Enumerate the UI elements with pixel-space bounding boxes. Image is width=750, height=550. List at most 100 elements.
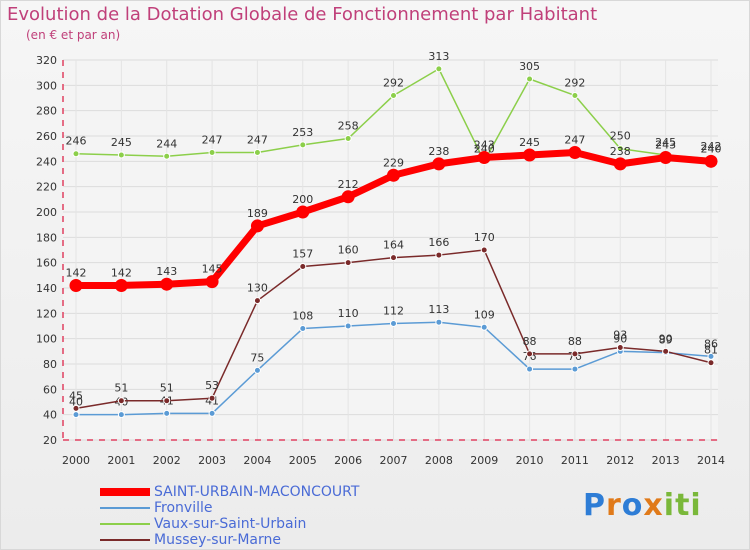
data-label-saint-urbain-maconcourt: 143 bbox=[156, 265, 177, 278]
x-tick-label: 2005 bbox=[289, 454, 317, 467]
data-point-vaux-sur-saint-urbain bbox=[117, 151, 125, 159]
data-point-vaux-sur-saint-urbain bbox=[435, 65, 443, 73]
y-tick-label: 240 bbox=[36, 155, 57, 168]
y-tick-label: 120 bbox=[36, 307, 57, 320]
data-label-vaux-sur-saint-urbain: 246 bbox=[66, 135, 87, 148]
legend-item-fronville: Fronville bbox=[100, 500, 359, 516]
x-tick-label: 2014 bbox=[697, 454, 725, 467]
data-label-fronville: 89 bbox=[659, 334, 673, 347]
data-point-mussey-sur-marne bbox=[117, 397, 125, 405]
data-label-saint-urbain-maconcourt: 229 bbox=[383, 156, 404, 169]
x-tick-label: 2001 bbox=[107, 454, 135, 467]
y-tick-label: 300 bbox=[36, 79, 57, 92]
data-point-saint-urbain-maconcourt bbox=[387, 168, 400, 182]
y-tick-label: 320 bbox=[36, 54, 57, 67]
data-label-vaux-sur-saint-urbain: 258 bbox=[338, 120, 359, 133]
data-point-mussey-sur-marne bbox=[662, 347, 670, 355]
data-point-mussey-sur-marne bbox=[253, 297, 261, 305]
logo-letter: x bbox=[643, 488, 664, 523]
logo-letter: P bbox=[583, 488, 606, 523]
y-tick-label: 100 bbox=[36, 333, 57, 346]
x-tick-label: 2003 bbox=[198, 454, 226, 467]
data-point-saint-urbain-maconcourt bbox=[341, 190, 355, 204]
legend-swatch-mussey bbox=[100, 539, 150, 541]
logo-letter: r bbox=[606, 488, 622, 523]
data-label-mussey-sur-marne: 166 bbox=[428, 236, 449, 249]
data-label-saint-urbain-maconcourt: 243 bbox=[655, 139, 676, 152]
data-label-vaux-sur-saint-urbain: 292 bbox=[564, 76, 585, 89]
data-point-vaux-sur-saint-urbain bbox=[299, 141, 307, 149]
x-tick-label: 2007 bbox=[380, 454, 408, 467]
data-label-vaux-sur-saint-urbain: 247 bbox=[247, 133, 268, 146]
data-point-fronville bbox=[163, 409, 171, 417]
y-tick-label: 260 bbox=[36, 130, 57, 143]
data-label-fronville: 40 bbox=[69, 396, 83, 409]
data-label-saint-urbain-maconcourt: 240 bbox=[701, 142, 722, 155]
data-label-mussey-sur-marne: 170 bbox=[474, 231, 495, 244]
data-point-saint-urbain-maconcourt bbox=[659, 151, 673, 165]
legend-swatch-saint-urbain bbox=[100, 488, 150, 496]
data-point-fronville bbox=[208, 409, 216, 417]
data-label-saint-urbain-maconcourt: 142 bbox=[66, 266, 87, 279]
data-point-mussey-sur-marne bbox=[390, 254, 397, 262]
data-label-mussey-sur-marne: 51 bbox=[160, 382, 174, 395]
data-point-saint-urbain-maconcourt bbox=[568, 145, 582, 159]
data-point-saint-urbain-maconcourt bbox=[69, 278, 83, 292]
data-point-fronville bbox=[390, 319, 397, 327]
data-label-vaux-sur-saint-urbain: 244 bbox=[156, 137, 177, 150]
x-tick-label: 2013 bbox=[652, 454, 680, 467]
data-label-saint-urbain-maconcourt: 238 bbox=[610, 145, 631, 158]
data-label-saint-urbain-maconcourt: 245 bbox=[519, 136, 540, 149]
data-point-mussey-sur-marne bbox=[163, 397, 171, 405]
y-tick-label: 80 bbox=[43, 358, 57, 371]
y-tick-label: 60 bbox=[43, 383, 57, 396]
x-tick-label: 2008 bbox=[425, 454, 453, 467]
data-point-fronville bbox=[480, 323, 488, 331]
data-point-saint-urbain-maconcourt bbox=[432, 157, 446, 171]
data-point-fronville bbox=[571, 365, 579, 373]
data-label-vaux-sur-saint-urbain: 245 bbox=[655, 136, 676, 149]
data-point-mussey-sur-marne bbox=[571, 350, 579, 358]
data-label-mussey-sur-marne: 130 bbox=[247, 282, 268, 295]
logo-letter: o bbox=[621, 488, 644, 523]
data-point-saint-urbain-maconcourt bbox=[296, 205, 310, 219]
data-point-vaux-sur-saint-urbain bbox=[253, 148, 261, 156]
data-point-vaux-sur-saint-urbain bbox=[344, 135, 352, 143]
x-tick-label: 2002 bbox=[153, 454, 181, 467]
logo-letter: i bbox=[690, 488, 702, 523]
y-tick-label: 140 bbox=[36, 282, 57, 295]
data-label-mussey-sur-marne: 53 bbox=[205, 379, 219, 392]
x-tick-label: 2006 bbox=[334, 454, 362, 467]
data-label-mussey-sur-marne: 88 bbox=[523, 335, 537, 348]
x-tick-label: 2012 bbox=[606, 454, 634, 467]
legend-item-mussey: Mussey-sur-Marne bbox=[100, 532, 359, 548]
data-point-saint-urbain-maconcourt bbox=[477, 151, 491, 165]
data-label-saint-urbain-maconcourt: 200 bbox=[292, 193, 313, 206]
data-label-vaux-sur-saint-urbain: 247 bbox=[202, 133, 223, 146]
data-label-mussey-sur-marne: 93 bbox=[613, 329, 627, 342]
data-label-mussey-sur-marne: 81 bbox=[704, 344, 718, 357]
data-point-vaux-sur-saint-urbain bbox=[390, 91, 397, 99]
data-label-vaux-sur-saint-urbain: 242 bbox=[701, 140, 722, 153]
data-point-fronville bbox=[435, 318, 443, 326]
data-label-fronville: 75 bbox=[250, 351, 264, 364]
data-label-vaux-sur-saint-urbain: 253 bbox=[292, 126, 313, 139]
data-label-vaux-sur-saint-urbain: 313 bbox=[428, 50, 449, 63]
y-tick-label: 20 bbox=[43, 434, 57, 447]
data-point-saint-urbain-maconcourt bbox=[250, 219, 264, 233]
data-point-vaux-sur-saint-urbain bbox=[616, 145, 624, 153]
data-label-saint-urbain-maconcourt: 145 bbox=[202, 263, 223, 276]
legend-label-saint-urbain: SAINT-URBAIN-MACONCOURT bbox=[154, 484, 360, 500]
legend-label-fronville: Fronville bbox=[154, 500, 213, 516]
data-point-mussey-sur-marne bbox=[299, 262, 307, 270]
data-label-vaux-sur-saint-urbain: 245 bbox=[111, 136, 132, 149]
data-label-mussey-sur-marne: 164 bbox=[383, 239, 404, 252]
data-point-vaux-sur-saint-urbain bbox=[72, 150, 80, 158]
data-point-mussey-sur-marne bbox=[616, 344, 624, 352]
data-label-saint-urbain-maconcourt: 238 bbox=[428, 145, 449, 158]
data-point-saint-urbain-maconcourt bbox=[523, 148, 537, 162]
data-label-saint-urbain-maconcourt: 247 bbox=[564, 133, 585, 146]
data-label-fronville: 108 bbox=[292, 310, 313, 323]
data-label-fronville: 113 bbox=[428, 303, 449, 316]
